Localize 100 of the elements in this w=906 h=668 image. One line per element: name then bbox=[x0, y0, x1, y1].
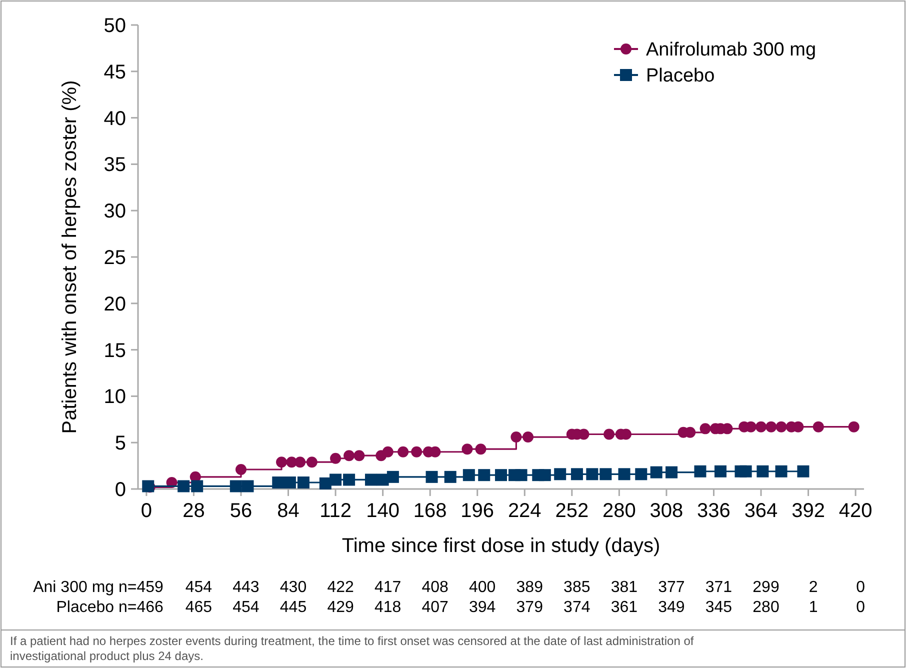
text: Placebo n=466 bbox=[56, 599, 164, 616]
x-tick-label: 168 bbox=[413, 500, 447, 522]
point bbox=[462, 444, 473, 455]
legend-label: Placebo bbox=[646, 66, 715, 87]
text: 465 bbox=[185, 599, 212, 616]
point bbox=[797, 465, 810, 478]
point bbox=[330, 452, 342, 464]
text: 379 bbox=[516, 599, 544, 616]
point bbox=[570, 468, 583, 480]
text: 454 bbox=[232, 599, 260, 616]
point bbox=[600, 468, 612, 480]
text: 454 bbox=[185, 579, 212, 596]
x-tick-label: 364 bbox=[744, 500, 778, 522]
text: 299 bbox=[752, 579, 780, 596]
point bbox=[586, 468, 598, 480]
point bbox=[766, 421, 777, 432]
point bbox=[475, 444, 486, 455]
text: 417 bbox=[374, 579, 402, 596]
y-tick-label: 10 bbox=[104, 386, 126, 408]
y-tick-label: 50 bbox=[104, 15, 126, 37]
x-tick-label: 140 bbox=[366, 500, 400, 522]
text: 445 bbox=[280, 599, 307, 616]
text: 408 bbox=[422, 579, 449, 596]
point bbox=[740, 465, 752, 478]
text: 385 bbox=[564, 579, 590, 596]
point bbox=[364, 474, 377, 486]
x-tick-label: 420 bbox=[838, 500, 872, 522]
x-tick-label: 56 bbox=[230, 500, 252, 522]
point bbox=[538, 469, 551, 482]
point bbox=[242, 480, 254, 492]
point bbox=[398, 446, 409, 458]
text: If a patient had no herpes zoster events during treatment, the time to first onset was censored at the date of last administration of investigational product plus 24 days. bbox=[10, 634, 694, 663]
text: 361 bbox=[610, 599, 638, 616]
text: 422 bbox=[327, 579, 354, 596]
point bbox=[554, 468, 566, 480]
text: 429 bbox=[327, 599, 354, 616]
text: 280 bbox=[752, 599, 780, 616]
point bbox=[522, 432, 534, 443]
point bbox=[694, 465, 706, 478]
x-tick-label: 28 bbox=[182, 500, 205, 522]
text: 430 bbox=[280, 579, 307, 596]
point bbox=[666, 466, 678, 478]
point bbox=[515, 469, 528, 482]
point bbox=[386, 470, 399, 483]
text: 407 bbox=[422, 599, 449, 616]
y-axis-title: Patients with onset of herpes zoster (%) bbox=[59, 80, 81, 434]
y-tick-label: 15 bbox=[104, 340, 126, 362]
legend-label: Anifrolumab 300 mg bbox=[646, 40, 816, 61]
text: 0 bbox=[856, 599, 866, 616]
point bbox=[756, 465, 769, 478]
point bbox=[756, 421, 767, 432]
point bbox=[848, 421, 860, 432]
y-tick-label: 25 bbox=[104, 247, 126, 269]
text: 374 bbox=[564, 599, 590, 616]
point bbox=[426, 470, 438, 483]
y-tick-label: 35 bbox=[104, 154, 126, 176]
y-tick-label: 5 bbox=[114, 432, 126, 455]
x-tick-label: 224 bbox=[508, 500, 542, 522]
y-tick-label: 30 bbox=[104, 200, 126, 223]
text: 400 bbox=[469, 579, 496, 596]
text: 381 bbox=[610, 579, 638, 596]
point bbox=[478, 469, 490, 482]
y-tick-label: 45 bbox=[104, 61, 126, 84]
point bbox=[306, 456, 318, 468]
x-tick-label: 252 bbox=[555, 500, 589, 522]
text: 394 bbox=[469, 599, 496, 616]
x-tick-label: 112 bbox=[320, 500, 352, 522]
point bbox=[618, 468, 630, 480]
point bbox=[776, 421, 787, 432]
x-tick-label: 280 bbox=[602, 500, 636, 522]
text: 389 bbox=[516, 579, 544, 596]
x-axis-title: Time since first dose in study (days) bbox=[342, 535, 660, 557]
point bbox=[343, 474, 356, 486]
point bbox=[444, 470, 456, 483]
point bbox=[272, 476, 284, 489]
text: Ani 300 mg n=459 bbox=[33, 579, 164, 596]
point bbox=[411, 446, 422, 458]
point bbox=[650, 466, 662, 478]
x-tick-label: 84 bbox=[277, 500, 300, 522]
text: 1 bbox=[808, 599, 818, 616]
point bbox=[284, 476, 296, 489]
point bbox=[297, 476, 310, 489]
text: 2 bbox=[808, 579, 818, 596]
x-tick-label: 336 bbox=[697, 500, 730, 522]
text: 0 bbox=[856, 579, 866, 596]
point bbox=[495, 469, 507, 482]
x-tick-label: 196 bbox=[460, 500, 494, 522]
x-tick-label: 392 bbox=[792, 500, 825, 522]
point bbox=[235, 464, 246, 476]
text: 443 bbox=[232, 579, 260, 596]
point bbox=[714, 465, 726, 478]
text: 345 bbox=[705, 599, 732, 616]
point bbox=[178, 480, 190, 492]
point bbox=[510, 432, 522, 443]
x-tick-label: 308 bbox=[650, 500, 684, 522]
text: 377 bbox=[658, 579, 685, 596]
point bbox=[604, 428, 615, 440]
text: 418 bbox=[374, 599, 402, 616]
y-tick-label: 0 bbox=[114, 479, 126, 501]
text: 371 bbox=[705, 579, 732, 596]
